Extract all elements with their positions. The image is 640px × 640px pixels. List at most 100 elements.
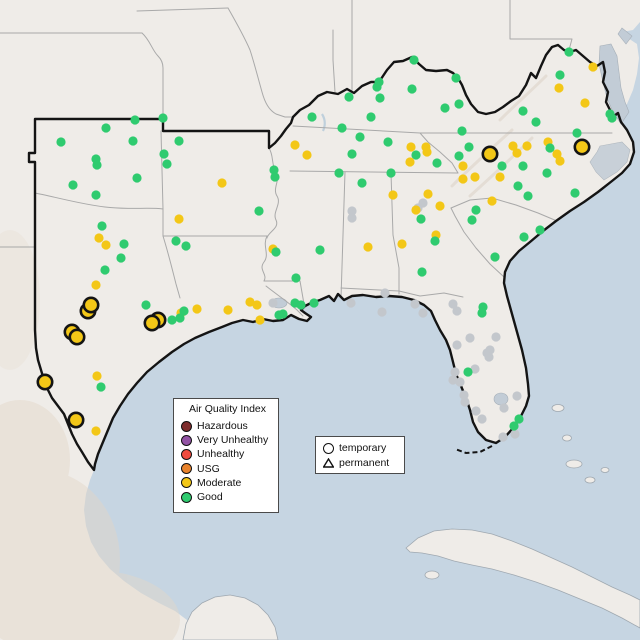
station-marker-good[interactable]	[430, 236, 440, 246]
station-marker-moderate[interactable]	[91, 426, 101, 436]
station-marker-good[interactable]	[100, 265, 110, 275]
station-marker-good[interactable]	[254, 206, 264, 216]
station-marker-good[interactable]	[417, 267, 427, 277]
station-marker-good[interactable]	[344, 92, 354, 102]
station-marker-stale[interactable]	[452, 306, 462, 316]
station-marker-good[interactable]	[119, 239, 129, 249]
station-marker-good[interactable]	[271, 247, 281, 257]
station-marker-good[interactable]	[162, 159, 172, 169]
station-marker-moderate[interactable]	[487, 196, 497, 206]
station-marker-stale[interactable]	[459, 390, 469, 400]
station-marker-good[interactable]	[296, 300, 306, 310]
station-marker-moderate[interactable]	[508, 141, 518, 151]
station-marker-good[interactable]	[130, 115, 140, 125]
station-marker-stale[interactable]	[512, 391, 522, 401]
station-marker-moderate[interactable]	[411, 205, 421, 215]
station-marker-moderate[interactable]	[92, 371, 102, 381]
station-marker-good[interactable]	[386, 168, 396, 178]
station-marker-stale[interactable]	[377, 307, 387, 317]
station-marker-stale[interactable]	[498, 432, 508, 442]
station-marker-stale[interactable]	[455, 377, 465, 387]
station-marker-good[interactable]	[96, 382, 106, 392]
station-marker-good[interactable]	[372, 82, 382, 92]
station-marker-good[interactable]	[307, 112, 317, 122]
station-marker-stale[interactable]	[410, 299, 420, 309]
station-marker-stale[interactable]	[346, 298, 356, 308]
station-marker-good[interactable]	[607, 113, 617, 123]
station-marker-good[interactable]	[513, 181, 523, 191]
station-marker-good[interactable]	[518, 106, 528, 116]
station-marker-good[interactable]	[132, 173, 142, 183]
station-marker-good[interactable]	[523, 191, 533, 201]
station-marker-good[interactable]	[101, 123, 111, 133]
station-marker-good[interactable]	[337, 123, 347, 133]
station-marker-moderate[interactable]	[217, 178, 227, 188]
station-marker-good[interactable]	[91, 190, 101, 200]
station-marker-moderate[interactable]	[555, 156, 565, 166]
station-marker-moderate[interactable]	[91, 280, 101, 290]
station-marker-stale[interactable]	[448, 299, 458, 309]
station-marker-moderate[interactable]	[458, 161, 468, 171]
station-marker-good[interactable]	[355, 132, 365, 142]
station-marker-moderate[interactable]	[223, 305, 233, 315]
station-marker-moderate[interactable]	[554, 83, 564, 93]
station-marker-good[interactable]	[514, 414, 524, 424]
station-marker-good[interactable]	[490, 252, 500, 262]
station-marker-good[interactable]	[411, 150, 421, 160]
station-marker-moderate[interactable]	[302, 150, 312, 160]
station-marker-stale[interactable]	[448, 375, 458, 385]
station-marker-stale[interactable]	[471, 406, 481, 416]
station-marker-stale[interactable]	[470, 364, 480, 374]
temporary-station-marker-moderate[interactable]	[143, 314, 161, 332]
station-marker-good[interactable]	[416, 214, 426, 224]
station-marker-moderate[interactable]	[580, 98, 590, 108]
station-marker-moderate[interactable]	[363, 242, 373, 252]
station-marker-good[interactable]	[407, 84, 417, 94]
station-marker-good[interactable]	[497, 161, 507, 171]
station-marker-good[interactable]	[531, 117, 541, 127]
station-marker-stale[interactable]	[418, 308, 428, 318]
station-marker-good[interactable]	[464, 142, 474, 152]
station-marker-moderate[interactable]	[192, 304, 202, 314]
station-marker-moderate[interactable]	[174, 214, 184, 224]
station-marker-moderate[interactable]	[522, 141, 532, 151]
station-marker-good[interactable]	[278, 309, 288, 319]
station-marker-good[interactable]	[440, 103, 450, 113]
station-marker-stale[interactable]	[510, 429, 520, 439]
station-marker-good[interactable]	[270, 172, 280, 182]
station-marker-moderate[interactable]	[458, 174, 468, 184]
station-marker-good[interactable]	[97, 221, 107, 231]
temporary-station-marker-moderate[interactable]	[67, 411, 85, 429]
station-marker-moderate[interactable]	[588, 62, 598, 72]
station-marker-moderate[interactable]	[512, 148, 522, 158]
station-marker-good[interactable]	[141, 300, 151, 310]
station-marker-stale[interactable]	[347, 206, 357, 216]
station-marker-moderate[interactable]	[290, 140, 300, 150]
station-marker-moderate[interactable]	[397, 239, 407, 249]
station-marker-good[interactable]	[179, 306, 189, 316]
station-marker-moderate[interactable]	[406, 142, 416, 152]
station-marker-moderate[interactable]	[245, 297, 255, 307]
temporary-station-marker-moderate[interactable]	[481, 145, 499, 163]
station-marker-good[interactable]	[375, 93, 385, 103]
station-marker-good[interactable]	[454, 99, 464, 109]
station-marker-stale[interactable]	[380, 288, 390, 298]
station-marker-moderate[interactable]	[435, 201, 445, 211]
station-marker-moderate[interactable]	[423, 189, 433, 199]
station-marker-stale[interactable]	[460, 397, 470, 407]
station-marker-good[interactable]	[457, 126, 467, 136]
station-marker-good[interactable]	[471, 205, 481, 215]
station-marker-stale[interactable]	[268, 298, 278, 308]
station-marker-good[interactable]	[269, 165, 279, 175]
station-marker-moderate[interactable]	[405, 157, 415, 167]
temporary-station-marker-moderate[interactable]	[68, 328, 86, 346]
station-marker-good[interactable]	[383, 137, 393, 147]
station-marker-good[interactable]	[518, 161, 528, 171]
temporary-station-marker-moderate[interactable]	[36, 373, 54, 391]
station-marker-stale[interactable]	[450, 367, 460, 377]
station-marker-good[interactable]	[68, 180, 78, 190]
station-marker-good[interactable]	[56, 137, 66, 147]
station-marker-good[interactable]	[409, 55, 419, 65]
station-marker-good[interactable]	[545, 143, 555, 153]
